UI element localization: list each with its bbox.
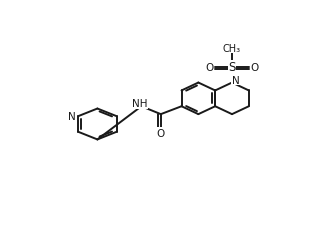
- Text: S: S: [228, 61, 236, 74]
- Text: NH: NH: [132, 99, 148, 109]
- Text: O: O: [250, 62, 259, 72]
- Text: O: O: [157, 128, 165, 138]
- Text: CH₃: CH₃: [223, 44, 241, 54]
- Text: N: N: [232, 76, 240, 86]
- Text: N: N: [68, 112, 76, 122]
- Text: O: O: [205, 62, 214, 72]
